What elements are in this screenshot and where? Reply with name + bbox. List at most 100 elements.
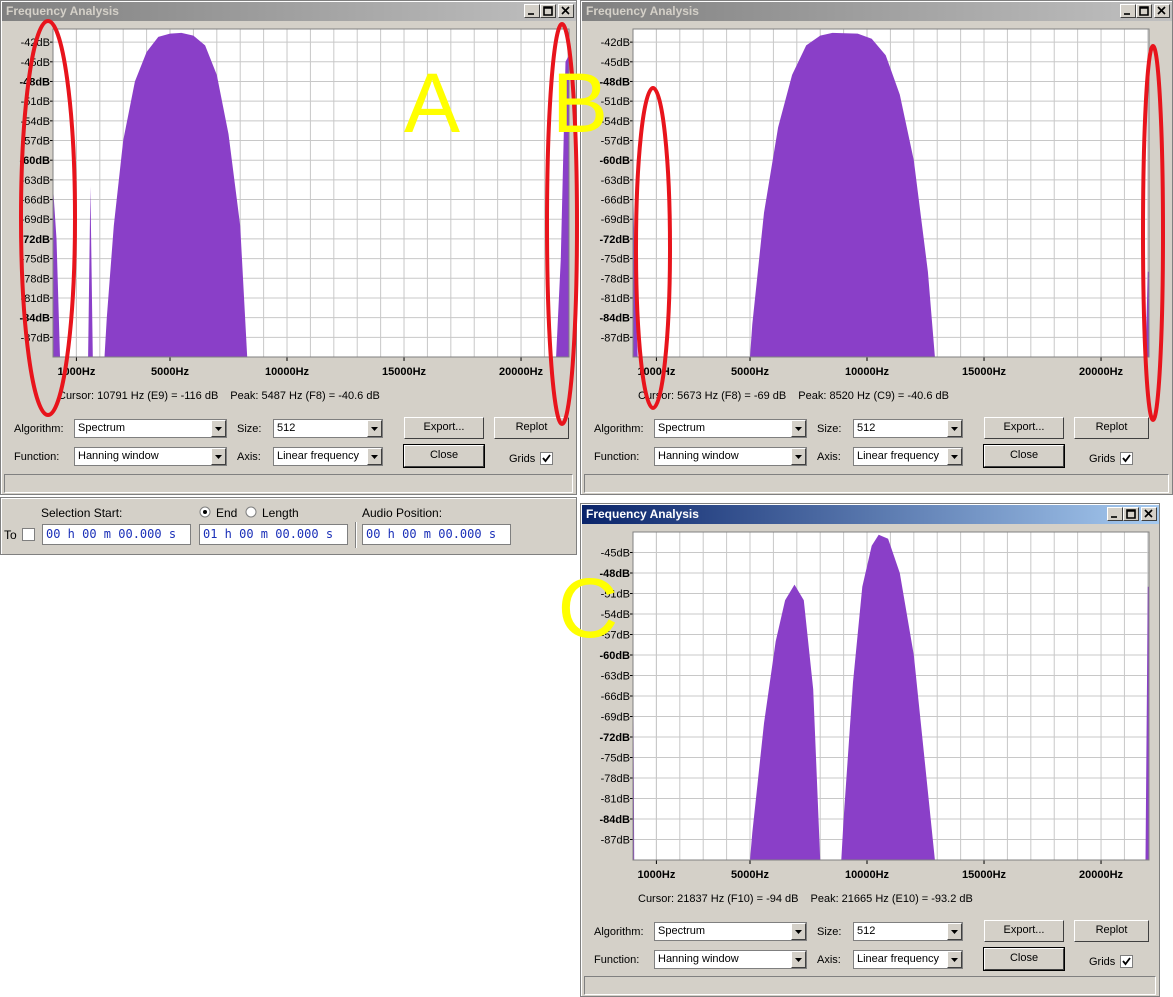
title-icon (1139, 6, 1149, 16)
title-button-close[interactable] (1154, 4, 1170, 18)
title-button-max[interactable] (1123, 507, 1139, 521)
dropdown-button[interactable] (791, 951, 806, 968)
axis-select-value: Linear frequency (857, 953, 939, 965)
grids-checkbox[interactable] (1120, 955, 1133, 968)
algorithm-select[interactable]: Spectrum (654, 419, 807, 438)
y-tick-label: -54dB (601, 609, 630, 621)
dropdown-button[interactable] (791, 448, 806, 465)
dropdown-arrow (951, 455, 958, 459)
status-info: Cursor: 5673 Hz (F8) = -69 dB Peak: 8520 … (638, 389, 949, 403)
function-select[interactable]: Hanning window (654, 447, 807, 466)
replot-button[interactable]: Replot (494, 417, 569, 439)
x-tick-label: 10000Hz (845, 366, 890, 378)
size-select[interactable]: 512 (853, 922, 963, 941)
x-tick-label: 20000Hz (1079, 366, 1124, 378)
x-tick-label: 20000Hz (1079, 869, 1124, 881)
title-button-close[interactable] (1141, 507, 1157, 521)
axis-label: Axis: (237, 451, 261, 463)
dropdown-button[interactable] (947, 448, 962, 465)
axis-select[interactable]: Linear frequency (273, 447, 383, 466)
start-time-field[interactable]: 00 h 00 m 00.000 s (42, 524, 191, 545)
dropdown-arrow (795, 455, 802, 459)
function-select[interactable]: Hanning window (654, 950, 807, 969)
y-tick-label: -51dB (601, 589, 630, 601)
arrow-icon (951, 455, 958, 459)
y-tick-label: -75dB (601, 753, 630, 765)
dropdown-button[interactable] (791, 420, 806, 437)
y-tick-label: -45dB (601, 57, 630, 69)
algorithm-select[interactable]: Spectrum (654, 922, 807, 941)
y-tick-label: -42dB (21, 37, 50, 49)
radio-ring (245, 506, 257, 518)
title-bar: Frequency Analysis (582, 505, 1159, 524)
spectrum-plot: -45dB -48dB -51dB -54dB -57dB -60dB -63dB -66dB… (599, 531, 1150, 881)
to-label: To (4, 528, 17, 542)
to-checkbox[interactable] (22, 528, 35, 541)
arrow-icon (951, 958, 958, 962)
y-tick-label: -81dB (601, 794, 630, 806)
dropdown-button[interactable] (947, 923, 962, 940)
close-button[interactable]: Close (403, 444, 485, 468)
replot-button[interactable]: Replot (1074, 417, 1149, 439)
y-tick-label: -69dB (601, 712, 630, 724)
checkbox-tick (1122, 957, 1131, 966)
title-button-min[interactable] (524, 4, 540, 18)
grids-checkbox[interactable] (540, 452, 553, 465)
title-button-min[interactable] (1107, 507, 1123, 521)
radio-button[interactable] (245, 506, 257, 518)
size-select-value: 512 (857, 422, 876, 434)
radio-button[interactable] (199, 506, 211, 518)
axis-select[interactable]: Linear frequency (853, 447, 963, 466)
title-bar: Frequency Analysis (2, 2, 576, 21)
dropdown-button[interactable] (367, 448, 382, 465)
size-label: Size: (817, 926, 842, 938)
function-select-value: Hanning window (658, 450, 739, 462)
arrow-icon (795, 455, 802, 459)
algorithm-select[interactable]: Spectrum (74, 419, 227, 438)
dropdown-button[interactable] (211, 420, 226, 437)
y-tick-label: -78dB (601, 273, 630, 285)
arrow-icon (951, 930, 958, 934)
end-time-field-value: 01 h 00 m 00.000 s (203, 527, 334, 541)
x-tick-label: 5000Hz (731, 869, 769, 881)
y-tick-label: -87dB (601, 332, 630, 344)
checkbox-box (22, 528, 35, 541)
function-select[interactable]: Hanning window (74, 447, 227, 466)
y-tick-label: -66dB (601, 691, 630, 703)
size-select[interactable]: 512 (853, 419, 963, 438)
status-bar (584, 474, 1169, 493)
export-button[interactable]: Export... (984, 920, 1064, 942)
position-time-field[interactable]: 00 h 00 m 00.000 s (362, 524, 511, 545)
icon-stroke (1144, 509, 1153, 518)
dropdown-button[interactable] (947, 420, 962, 437)
y-tick-label: -45dB (601, 548, 630, 560)
x-tick-label: 5000Hz (151, 366, 189, 378)
close-button[interactable]: Close (983, 947, 1065, 971)
y-tick-label: -72dB (19, 234, 50, 246)
y-tick-label: -51dB (601, 96, 630, 108)
export-button[interactable]: Export... (404, 417, 484, 439)
grids-label: Grids (1089, 453, 1116, 465)
frequency-analysis-window: Frequency Analysis -42dB -45dB -48dB -51dB -5… (580, 0, 1173, 495)
y-tick-label: -57dB (601, 630, 630, 642)
dropdown-button[interactable] (367, 420, 382, 437)
axis-select[interactable]: Linear frequency (853, 950, 963, 969)
checkbox-tick (542, 454, 551, 463)
dropdown-button[interactable] (211, 448, 226, 465)
export-button[interactable]: Export... (984, 417, 1064, 439)
grids-checkbox[interactable] (1120, 452, 1133, 465)
length-label: Length (262, 506, 299, 520)
dropdown-button[interactable] (791, 923, 806, 940)
dropdown-button[interactable] (947, 951, 962, 968)
replot-button[interactable]: Replot (1074, 920, 1149, 942)
title-button-close[interactable] (558, 4, 574, 18)
end-time-field[interactable]: 01 h 00 m 00.000 s (199, 524, 348, 545)
title-button-min[interactable] (1120, 4, 1136, 18)
dropdown-arrow (795, 930, 802, 934)
selection-toolbar: Selection Start: End Length Audio Position:… (0, 497, 577, 555)
title-button-max[interactable] (540, 4, 556, 18)
size-select[interactable]: 512 (273, 419, 383, 438)
close-button[interactable]: Close (983, 444, 1065, 468)
y-tick-label: -60dB (599, 650, 630, 662)
title-button-max[interactable] (1136, 4, 1152, 18)
